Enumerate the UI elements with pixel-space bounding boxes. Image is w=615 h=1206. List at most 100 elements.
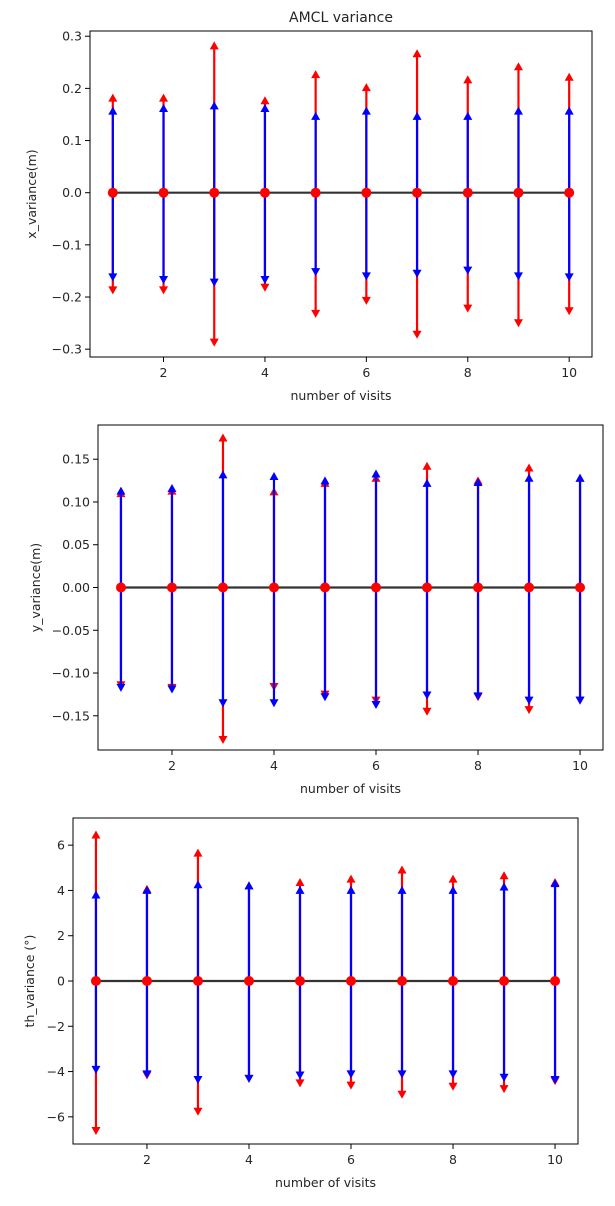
blue-variance-up-arrow <box>361 106 371 115</box>
blue-variance-up-arrow <box>422 478 432 487</box>
blue-variance-down-arrow <box>116 683 126 692</box>
blue-variance-up-arrow <box>550 879 560 888</box>
x-tick-label: 8 <box>464 365 472 380</box>
center-point <box>294 976 305 986</box>
red-variance-up-arrow <box>448 874 458 883</box>
blue-variance-up-arrow <box>260 104 270 113</box>
blue-variance-up-arrow <box>463 111 473 120</box>
y-tick-label: −2 <box>47 1019 65 1034</box>
y-tick-label: 0.3 <box>62 29 82 44</box>
red-variance-up-arrow <box>422 461 432 470</box>
blue-variance-down-arrow <box>193 1076 203 1085</box>
blue-variance-up-arrow <box>142 885 152 894</box>
y-tick-label: −0.1 <box>52 237 82 252</box>
blue-variance-down-arrow <box>167 685 177 694</box>
red-variance-down-arrow <box>361 296 371 305</box>
red-variance-down-arrow <box>209 338 219 347</box>
center-point <box>243 976 254 986</box>
x-tick-label: 2 <box>160 365 168 380</box>
y-tick-label: −4 <box>47 1064 65 1079</box>
center-point <box>115 582 126 593</box>
x-axis-label: number of visits <box>300 781 401 796</box>
center-point <box>346 976 357 986</box>
blue-variance-down-arrow <box>311 268 321 277</box>
red-variance-up-arrow <box>159 93 169 102</box>
center-point <box>462 187 473 198</box>
y-tick-label: −6 <box>47 1109 65 1124</box>
x-axis-label: number of visits <box>290 388 391 403</box>
center-point <box>473 582 484 593</box>
y-tick-label: −0.05 <box>52 623 90 638</box>
blue-variance-up-arrow <box>116 486 126 495</box>
blue-variance-down-arrow <box>269 699 279 708</box>
center-point <box>524 582 535 593</box>
y-tick-label: 6 <box>57 838 65 853</box>
blue-variance-down-arrow <box>550 1076 560 1085</box>
y-tick-label: −0.10 <box>52 666 90 681</box>
red-variance-up-arrow <box>91 830 101 839</box>
center-point <box>259 187 270 198</box>
red-variance-down-arrow <box>397 1090 407 1099</box>
blue-variance-down-arrow <box>397 1070 407 1079</box>
center-point <box>412 187 423 198</box>
blue-variance-up-arrow <box>575 473 585 482</box>
center-point <box>209 187 220 198</box>
y-tick-label: 4 <box>57 883 65 898</box>
x-axis-label: number of visits <box>275 1175 376 1190</box>
y-tick-label: −0.15 <box>52 708 90 723</box>
blue-variance-up-arrow <box>397 885 407 894</box>
center-point <box>319 582 330 593</box>
center-point <box>513 187 524 198</box>
red-variance-down-arrow <box>260 283 270 292</box>
red-variance-up-arrow <box>513 62 523 71</box>
x-tick-label: 4 <box>261 365 269 380</box>
y-tick-label: 0.15 <box>62 452 90 467</box>
y-axis-label: th_variance (°) <box>22 935 37 1028</box>
red-variance-down-arrow <box>108 286 118 295</box>
blue-variance-down-arrow <box>244 1074 254 1083</box>
blue-variance-up-arrow <box>209 101 219 110</box>
center-point <box>141 976 152 986</box>
red-variance-down-arrow <box>422 707 432 716</box>
plot-frame <box>72 817 579 1145</box>
red-variance-down-arrow <box>218 736 228 745</box>
y-tick-label: 0.05 <box>62 537 90 552</box>
red-variance-up-arrow <box>108 93 118 102</box>
y-tick-label: 2 <box>57 928 65 943</box>
blue-variance-up-arrow <box>320 476 330 485</box>
y-variance-chart: −0.15 −0.10 −0.05 0.00 0.05 0.10 0.15 2 4 6 8 10 num… <box>28 424 604 796</box>
plot-frame <box>97 424 604 751</box>
center-point <box>217 582 228 593</box>
red-variance-down-arrow <box>564 307 574 316</box>
red-variance-down-arrow <box>159 286 169 295</box>
blue-variance-down-arrow <box>564 273 574 282</box>
center-point <box>575 582 586 593</box>
center-point <box>397 976 408 986</box>
red-variance-up-arrow <box>361 83 371 92</box>
blue-variance-down-arrow <box>371 700 381 709</box>
center-point <box>166 582 177 593</box>
red-variance-down-arrow <box>448 1082 458 1091</box>
y-tick-label: 0.1 <box>62 133 82 148</box>
red-variance-down-arrow <box>412 330 422 339</box>
y-axis-label: x_variance(m) <box>24 149 39 238</box>
blue-variance-up-arrow <box>371 469 381 478</box>
blue-variance-down-arrow <box>260 275 270 284</box>
blue-variance-down-arrow <box>499 1073 509 1082</box>
blue-variance-up-arrow <box>524 473 534 482</box>
blue-variance-up-arrow <box>448 885 458 894</box>
blue-variance-up-arrow <box>513 106 523 115</box>
center-point <box>158 187 169 198</box>
plot-frame <box>89 30 593 358</box>
red-variance-up-arrow <box>295 877 305 886</box>
blue-variance-up-arrow <box>499 882 509 891</box>
red-variance-down-arrow <box>463 304 473 313</box>
red-variance-down-arrow <box>193 1107 203 1116</box>
y-tick-label: 0.2 <box>62 81 82 96</box>
red-variance-up-arrow <box>524 463 534 472</box>
blue-variance-down-arrow <box>524 696 534 705</box>
red-variance-up-arrow <box>260 96 270 105</box>
x-tick-label: 10 <box>561 365 577 380</box>
red-variance-down-arrow <box>346 1081 356 1090</box>
blue-variance-up-arrow <box>244 881 254 890</box>
